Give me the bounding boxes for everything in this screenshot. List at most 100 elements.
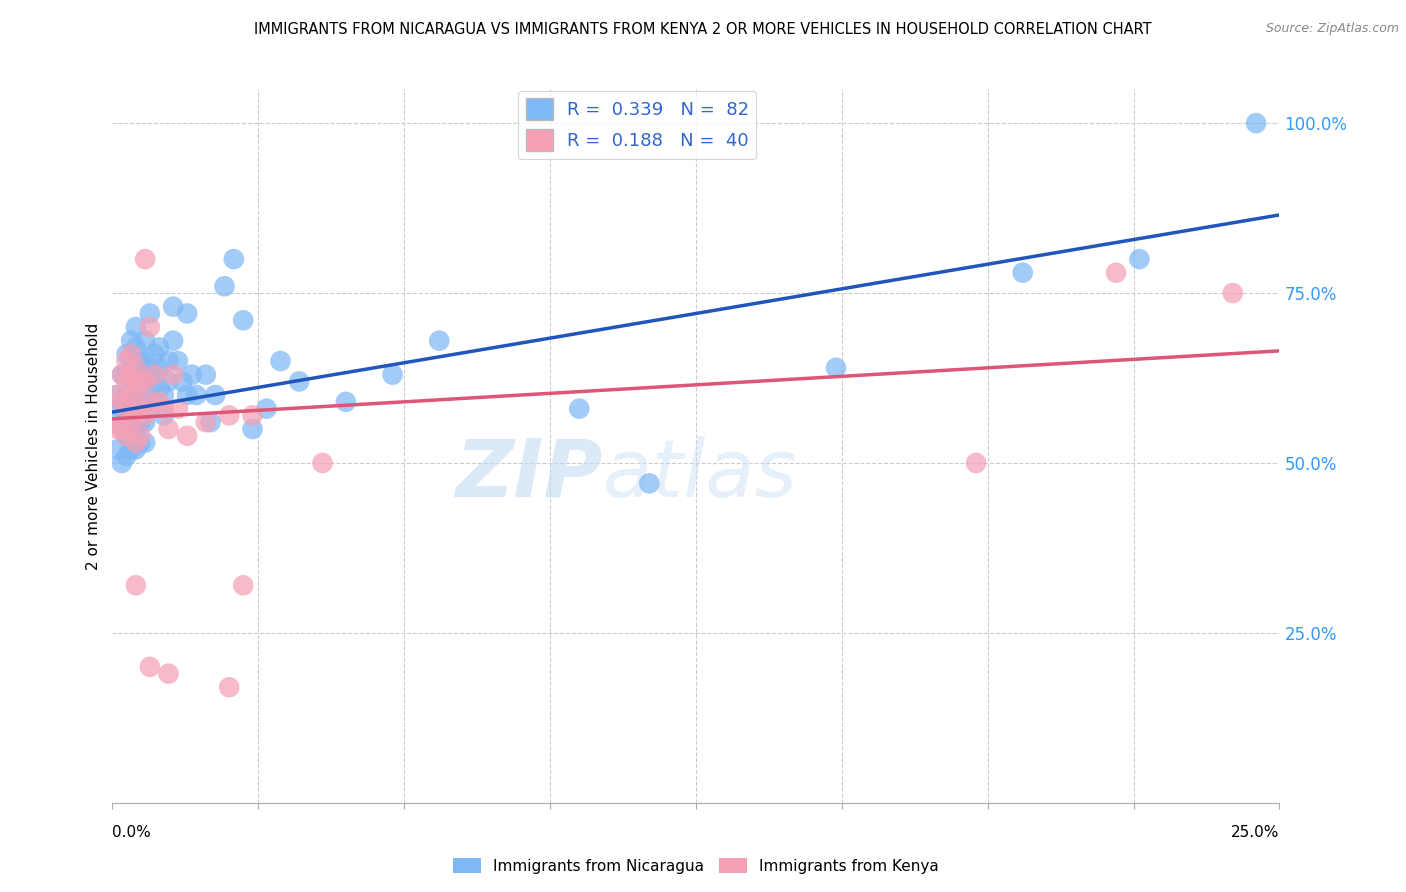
Point [427,334,450,348]
Point [125,401,148,416]
Point [120,388,142,402]
Point [105,442,128,457]
Point [172,375,194,389]
Point [115,354,138,368]
Point [105,415,128,429]
Point [176,306,198,320]
Point [115,449,138,463]
Legend: Immigrants from Nicaragua, Immigrants from Kenya: Immigrants from Nicaragua, Immigrants fr… [447,852,945,880]
Point [129,415,152,429]
Point [129,354,152,368]
Point [222,252,245,266]
Point [139,320,162,334]
Point [638,476,661,491]
Point [180,368,202,382]
Point [214,279,236,293]
Point [120,422,142,436]
Point [153,401,176,416]
Point [125,341,148,355]
Point [120,347,142,361]
Point [129,375,152,389]
Point [111,394,134,409]
Point [111,368,134,382]
Point [120,375,142,389]
Point [381,368,404,382]
Point [134,375,156,389]
Point [825,360,848,375]
Point [218,680,240,694]
Point [139,660,162,674]
Point [111,422,134,436]
Point [166,354,188,368]
Point [125,409,148,423]
Point [162,368,184,382]
Point [120,360,142,375]
Point [134,409,156,423]
Point [134,354,156,368]
Point [129,375,152,389]
Point [111,456,134,470]
Point [139,394,162,409]
Point [134,252,156,266]
Point [1244,116,1267,130]
Point [115,401,138,416]
Point [270,354,292,368]
Point [1105,266,1128,280]
Point [125,578,148,592]
Legend: R =  0.339   N =  82, R =  0.188   N =  40: R = 0.339 N = 82, R = 0.188 N = 40 [519,91,756,159]
Point [148,394,170,409]
Point [134,375,156,389]
Point [120,334,142,348]
Point [111,401,134,416]
Point [115,347,138,361]
Point [125,381,148,395]
Point [125,375,148,389]
Point [105,422,128,436]
Point [148,381,170,395]
Text: ZIP: ZIP [456,435,603,514]
Point [288,375,311,389]
Point [335,394,357,409]
Point [157,375,180,389]
Y-axis label: 2 or more Vehicles in Household: 2 or more Vehicles in Household [86,322,101,570]
Point [242,409,264,423]
Point [139,401,162,416]
Text: Source: ZipAtlas.com: Source: ZipAtlas.com [1265,22,1399,36]
Point [148,341,170,355]
Point [139,381,162,395]
Point [232,313,254,327]
Point [157,666,180,681]
Point [139,360,162,375]
Point [115,429,138,443]
Point [153,409,176,423]
Point [176,388,198,402]
Point [120,388,142,402]
Point [232,578,254,592]
Point [1128,252,1150,266]
Point [157,354,180,368]
Text: IMMIGRANTS FROM NICARAGUA VS IMMIGRANTS FROM KENYA 2 OR MORE VEHICLES IN HOUSEHO: IMMIGRANTS FROM NICARAGUA VS IMMIGRANTS … [254,22,1152,37]
Text: 0.0%: 0.0% [112,825,152,840]
Point [115,429,138,443]
Point [111,422,134,436]
Point [134,435,156,450]
Point [148,360,170,375]
Point [120,409,142,423]
Point [125,360,148,375]
Point [157,422,180,436]
Point [115,388,138,402]
Point [242,422,264,436]
Point [256,401,278,416]
Point [115,375,138,389]
Point [105,388,128,402]
Point [1011,266,1033,280]
Point [125,320,148,334]
Point [111,368,134,382]
Text: atlas: atlas [603,435,797,514]
Point [200,415,222,429]
Point [965,456,987,470]
Point [134,394,156,409]
Point [311,456,333,470]
Point [120,354,142,368]
Point [125,381,148,395]
